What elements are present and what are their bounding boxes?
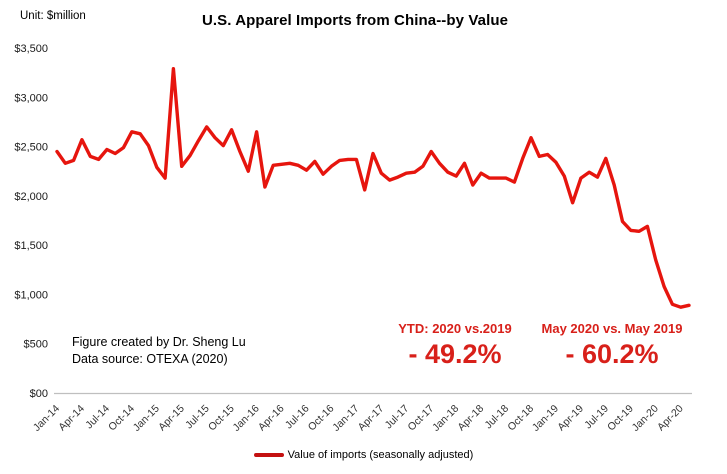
y-tick-label: $1,000 (14, 289, 48, 301)
y-tick-label: $1,500 (14, 240, 48, 252)
x-tick-label: Jan-15 (131, 403, 162, 434)
x-tick-label: Apr-14 (56, 403, 87, 434)
y-tick-label: $500 (24, 339, 48, 351)
x-tick-label: Apr-18 (455, 403, 486, 434)
x-tick-label: Apr-19 (555, 403, 586, 434)
ytd-annotation-label: YTD: 2020 vs.2019 (398, 321, 512, 336)
legend-line-marker-icon (253, 453, 284, 457)
credit-line-2: Data source: OTEXA (2020) (72, 351, 228, 366)
x-tick-label: Oct-17 (406, 403, 437, 434)
may-annotation: May 2020 vs. May 2019 - 60.2% (532, 321, 692, 370)
legend-label: Value of imports (seasonally adjusted) (287, 449, 474, 461)
x-tick-label: Apr-16 (256, 403, 287, 434)
x-tick-label: Oct-14 (106, 403, 137, 434)
legend: Value of imports (seasonally adjusted) (0, 449, 727, 461)
x-tick-label: Jan-18 (430, 403, 461, 434)
x-tick-label: Jan-17 (330, 403, 361, 434)
figure-credit: Figure created by Dr. Sheng Lu Data sour… (72, 334, 246, 368)
x-tick-label: Apr-20 (655, 403, 686, 434)
x-tick-label: Jan-20 (630, 403, 661, 434)
unit-label: Unit: $million (20, 10, 86, 22)
x-tick-label: Jan-19 (530, 403, 561, 434)
x-tick-label: Apr-17 (356, 403, 387, 434)
x-tick-label: Oct-18 (505, 403, 536, 434)
ytd-annotation-value: - 49.2% (408, 339, 502, 369)
may-annotation-value: - 60.2% (565, 339, 659, 369)
chart-title: U.S. Apparel Imports from China--by Valu… (201, 12, 509, 29)
may-annotation-label: May 2020 vs. May 2019 (541, 321, 683, 336)
x-tick-label: Jan-14 (31, 403, 62, 434)
y-tick-label: $2,500 (14, 142, 48, 154)
x-tick-label: Oct-19 (605, 403, 636, 434)
y-tick-label: $2,000 (14, 191, 48, 203)
imports-line (55, 66, 691, 309)
y-tick-label: $3,500 (14, 43, 48, 55)
credit-line-1: Figure created by Dr. Sheng Lu (72, 335, 246, 349)
y-tick-label: $3,000 (14, 92, 48, 104)
x-tick-label: Apr-15 (156, 403, 187, 434)
x-tick-label: Oct-15 (206, 403, 237, 434)
x-tick-label: Oct-16 (306, 403, 337, 434)
y-tick-label: $00 (30, 388, 48, 400)
x-tick-label: Jan-16 (231, 403, 262, 434)
ytd-annotation: YTD: 2020 vs.2019 - 49.2% (385, 321, 525, 370)
